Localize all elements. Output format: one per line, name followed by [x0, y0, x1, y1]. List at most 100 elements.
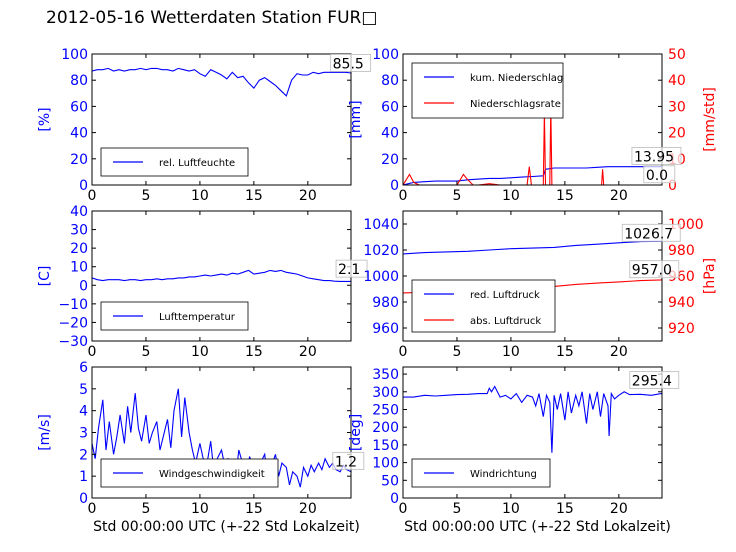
x-tick-label: 15 [556, 344, 574, 360]
series-line-0 [403, 385, 662, 453]
y-tick-label: 20 [70, 152, 88, 168]
legend-label: rel. Luftfeuchte [159, 158, 235, 169]
annotation-box [643, 165, 676, 184]
chart-pressure: 0 5 10 15 2096098010001020104092094096098010… [363, 210, 718, 360]
y-tick-label: 3 [79, 426, 88, 442]
annotation-value: 295.4 [632, 373, 672, 389]
y-tick-label: 960 [372, 321, 399, 337]
annotation-box [335, 259, 368, 278]
legend-label: Windgeschwindigkeit [159, 469, 265, 480]
series-line-0 [92, 67, 351, 97]
y-tick-label: 10 [70, 260, 88, 276]
x-tick-label: 0 [88, 344, 97, 360]
annotation-value: 13.95 [634, 149, 674, 165]
x-tick-label: 5 [452, 501, 461, 517]
y-tick-label: 6 [79, 360, 88, 376]
y-tick-label: −20 [58, 315, 88, 331]
y-tick-label: 1 [79, 469, 88, 485]
page-title: 2012-05-16 Wetterdaten Station FUR□ [46, 8, 378, 28]
x-tick-label: 20 [299, 344, 317, 360]
y-axis-label: [deg] [348, 414, 364, 451]
annotation-box [621, 223, 681, 242]
y-tick-label: 40 [70, 126, 88, 142]
y2-tick-label: 920 [668, 321, 695, 337]
y2-tick-label: 40 [668, 73, 686, 89]
y-tick-label: 100 [372, 456, 399, 472]
y-axis-label: [C] [37, 266, 53, 287]
y-tick-label: 60 [70, 99, 88, 115]
y-tick-label: 4 [79, 404, 88, 420]
y-tick-label: 980 [372, 295, 399, 311]
y-tick-label: 30 [70, 223, 88, 239]
annotation-box [629, 371, 680, 389]
x-tick-label: 10 [502, 501, 520, 517]
x-tick-label: 5 [141, 501, 150, 517]
x-tick-label: 20 [610, 188, 628, 204]
y-axis-label: [%] [37, 107, 53, 131]
x-tick-label: 10 [191, 501, 209, 517]
y-tick-label: 0 [79, 278, 88, 294]
x-tick-label: 20 [299, 501, 317, 517]
y-tick-label: 40 [381, 126, 399, 142]
annotation-box [629, 260, 680, 279]
x-tick-label: 15 [245, 344, 263, 360]
y-axis-label: [mm] [348, 100, 364, 138]
y-tick-label: 0 [390, 178, 399, 194]
y-tick-label: 5 [79, 382, 88, 398]
x-tick-label: 10 [191, 188, 209, 204]
legend-label: Lufttemperatur [159, 312, 236, 323]
y-tick-label: 1020 [363, 243, 399, 259]
y2-tick-label: 0 [668, 178, 677, 194]
chart-humidity: 0 5 10 15 20 0 20 40 60 80 100 [%] 85.5 rel. Luftfeuc… [37, 47, 372, 204]
annotation-value: 2.1 [338, 262, 360, 278]
y-tick-label: 100 [61, 47, 88, 63]
y-tick-label: 350 [372, 367, 399, 383]
legend-label: Niederschlagsrate [470, 99, 561, 110]
chart-precip: 0510152002040608010001020304050[mm/std][… [348, 47, 718, 204]
y2-tick-label: 30 [668, 99, 686, 115]
annotation-box [332, 451, 365, 470]
x-tick-label: 0 [88, 188, 97, 204]
series-line-1 [403, 106, 662, 185]
y2-axis-label: [hPa] [702, 258, 718, 294]
chart-temperature: 0 5 10 15 20 −30 −20 −10 0 10 20 30 40 [C] 2.1 Lufttemp… [37, 204, 368, 360]
x-tick-label: 20 [610, 501, 628, 517]
y-tick-label: 50 [381, 473, 399, 489]
y-tick-label: −30 [58, 334, 88, 350]
y2-tick-label: 940 [668, 295, 695, 311]
annotation-value: 1.2 [335, 454, 357, 470]
annotation-value: 957.0 [632, 263, 672, 279]
x-tick-label: 10 [502, 188, 520, 204]
y-tick-label: 80 [70, 73, 88, 89]
annotation-box [631, 147, 682, 165]
x-tick-label: 15 [556, 501, 574, 517]
y2-tick-label: 980 [668, 243, 695, 259]
y-tick-label: 40 [70, 204, 88, 220]
x-tick-label: 5 [452, 188, 461, 204]
x-tick-label: 20 [299, 188, 317, 204]
y-tick-label: 1040 [363, 217, 399, 233]
x-tick-label: 5 [141, 344, 150, 360]
legend-label: kum. Niederschlag [470, 73, 563, 84]
annotation-value: 85.5 [333, 56, 364, 72]
annotation-value: 1026.7 [624, 226, 673, 242]
y-tick-label: 80 [381, 73, 399, 89]
series-line-0 [92, 388, 351, 488]
series-line-0 [403, 166, 662, 185]
x-axis-label: Std 00:00:00 UTC (+-22 Std Lokalzeit) [93, 519, 360, 535]
x-tick-label: 0 [399, 501, 408, 517]
y-tick-label: 60 [381, 99, 399, 115]
legend-label: abs. Luftdruck [470, 316, 541, 327]
y-tick-label: 0 [390, 491, 399, 507]
y2-axis-label: [mm/std] [702, 87, 718, 152]
y2-tick-label: 20 [668, 126, 686, 142]
x-tick-label: 10 [191, 344, 209, 360]
annotation-value: 0.0 [646, 168, 668, 184]
y-tick-label: 250 [372, 402, 399, 418]
y-tick-label: 150 [372, 438, 399, 454]
x-tick-label: 10 [502, 344, 520, 360]
y-tick-label: 20 [381, 152, 399, 168]
y-tick-label: 1000 [363, 269, 399, 285]
